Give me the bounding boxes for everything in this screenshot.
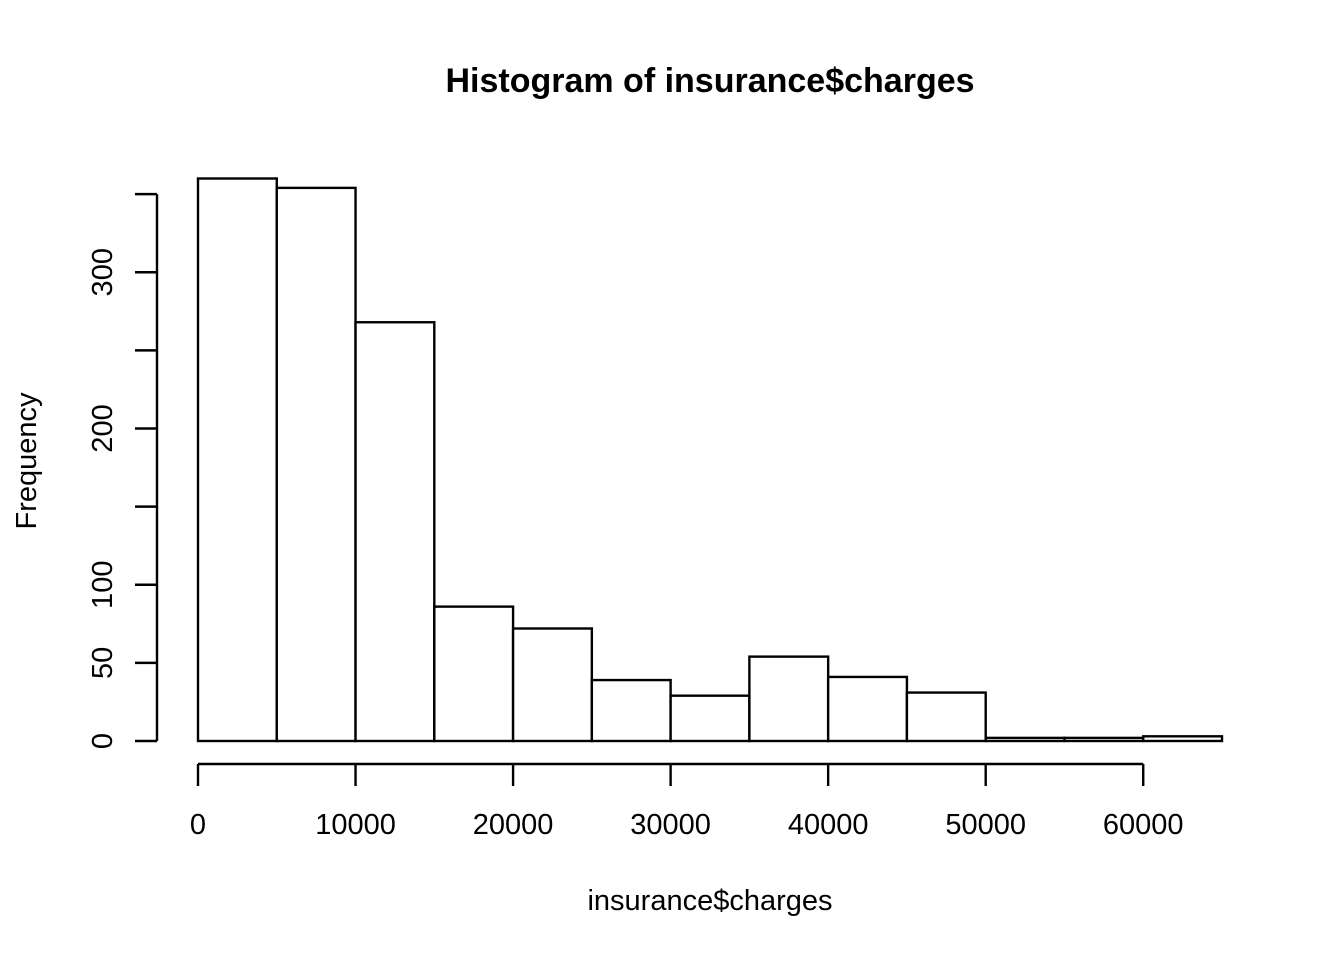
x-tick-label: 10000 (315, 809, 396, 841)
x-tick-label: 20000 (473, 809, 554, 841)
histogram-bar (1142, 735, 1224, 743)
y-axis-label: Frequency (11, 392, 43, 530)
histogram-bar (196, 177, 278, 743)
x-tick-label: 30000 (630, 809, 711, 841)
histogram-bar (748, 655, 830, 743)
y-axis: 0 50 100 200 300 (87, 192, 159, 749)
y-tick-label: 100 (87, 561, 119, 609)
histogram-bar (669, 694, 751, 743)
histogram-bar (433, 605, 515, 743)
histogram-bar (826, 675, 909, 743)
chart-title: Histogram of insurance$charges (445, 62, 974, 100)
histogram-bar (275, 186, 357, 743)
histogram-bar (905, 691, 987, 743)
histogram-bar (590, 678, 672, 743)
x-axis-label: insurance$charges (587, 885, 832, 917)
x-tick-label: 50000 (945, 809, 1026, 841)
x-tick-label: 60000 (1103, 809, 1184, 841)
x-tick-label: 40000 (788, 809, 869, 841)
y-tick-label: 200 (87, 404, 119, 452)
y-tick-label: 0 (87, 733, 119, 749)
bars-group (196, 177, 1224, 743)
y-tick-label: 50 (87, 647, 119, 679)
histogram-bar (354, 321, 436, 743)
histogram-bar (984, 736, 1066, 743)
x-axis: 0 10000 20000 30000 40000 50000 60000 (190, 762, 1184, 841)
histogram-bar (1063, 736, 1145, 743)
y-tick-label: 300 (87, 248, 119, 296)
x-tick-label: 0 (190, 809, 206, 841)
histogram-bar (511, 627, 594, 743)
